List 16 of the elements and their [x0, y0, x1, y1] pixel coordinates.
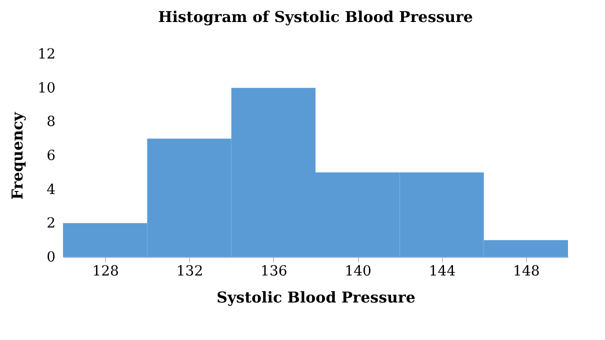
x-tick-label: 140 [344, 264, 372, 280]
y-tick-label: 0 [46, 250, 56, 266]
y-tick-label: 8 [46, 114, 56, 130]
y-tick-label: 4 [46, 182, 56, 198]
x-tick-label: 132 [176, 264, 204, 280]
y-tick-label: 10 [38, 80, 56, 96]
x-tick-label: 128 [92, 264, 119, 280]
y-tick-label: 12 [38, 46, 56, 62]
x-tick-label: 136 [260, 264, 288, 280]
x-tick-label: 144 [428, 264, 456, 280]
y-tick-label: 6 [46, 148, 56, 164]
chart-title: Histogram of Systolic Blood Pressure [158, 8, 473, 26]
x-tick-label: 148 [513, 264, 540, 280]
y-axis-title: Frequency [8, 110, 27, 200]
y-tick-label: 2 [46, 216, 56, 232]
x-axis-title: Systolic Blood Pressure [216, 288, 416, 306]
